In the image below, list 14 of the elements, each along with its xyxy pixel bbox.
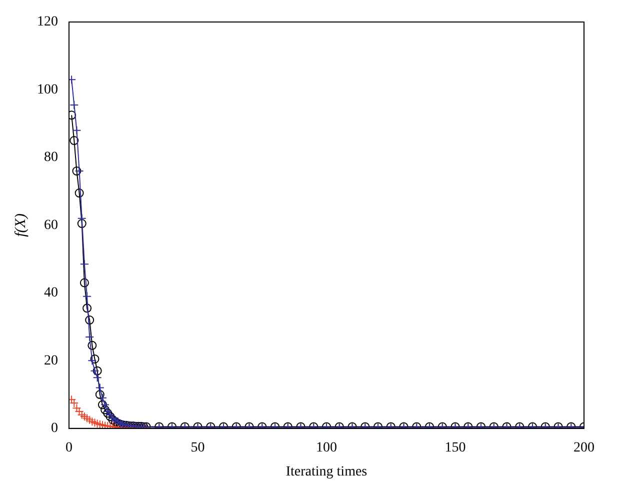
y-axis-title: f(X) <box>12 214 29 237</box>
x-tick-label: 200 <box>574 440 594 456</box>
y-tick-label: 120 <box>37 14 58 30</box>
x-tick-label: 0 <box>66 440 72 456</box>
y-tick-label: 60 <box>44 218 58 233</box>
x-axis-title: Iterating times <box>286 464 368 480</box>
y-tick-label: 40 <box>44 286 58 301</box>
x-tick-label: 50 <box>190 440 205 456</box>
x-tick-label: 150 <box>444 440 466 456</box>
y-tick-label: 20 <box>44 353 58 368</box>
y-tick-label: 0 <box>51 421 58 436</box>
x-tick-label: 100 <box>316 440 337 456</box>
y-tick-label: 100 <box>37 82 58 98</box>
y-tick-label: 80 <box>44 150 58 166</box>
